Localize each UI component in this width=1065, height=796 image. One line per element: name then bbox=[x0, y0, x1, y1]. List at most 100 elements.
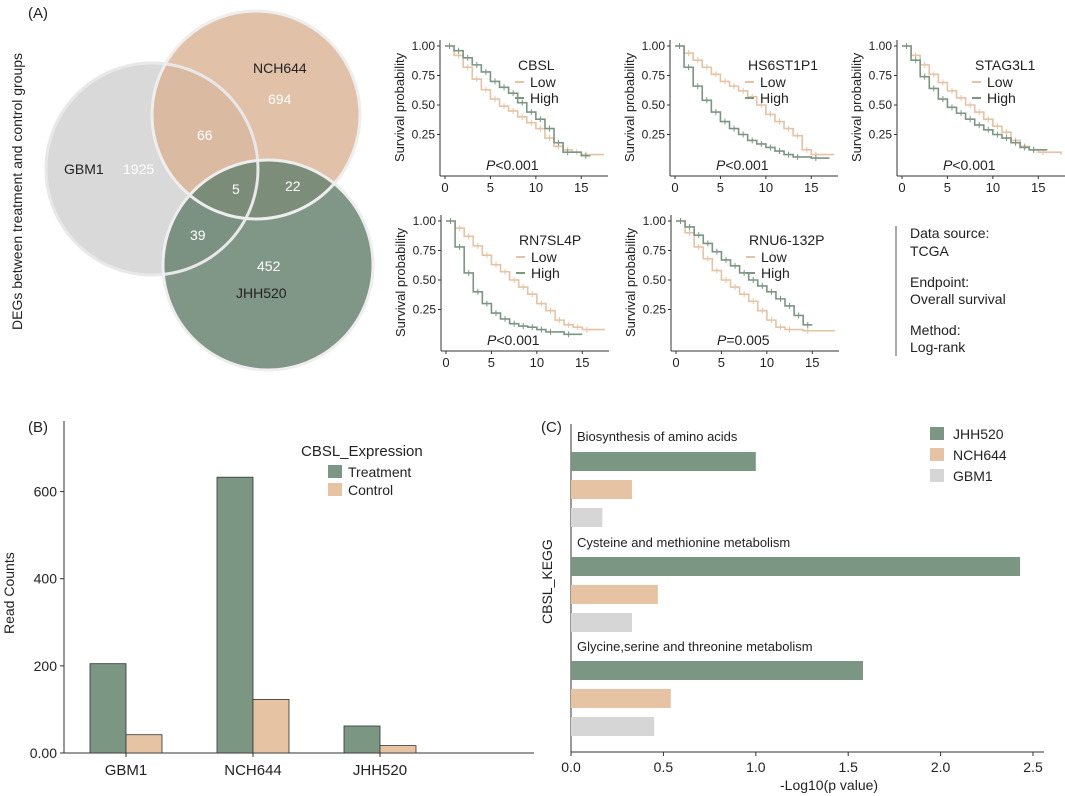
km-x-tick-label: 5 bbox=[717, 180, 724, 195]
kegg-category-label: Glycine,serine and threonine metabolism bbox=[577, 639, 813, 654]
venn-outline-gbm1 bbox=[44, 61, 260, 277]
km-ylabel: Survival probability bbox=[623, 227, 638, 337]
bar-b-category-label: JHH520 bbox=[353, 762, 407, 779]
bar-c-x-tick-label: 2.0 bbox=[931, 759, 951, 775]
km-curve-low bbox=[446, 220, 605, 331]
km-x-tick-label: 15 bbox=[805, 355, 819, 370]
km-gene-label: CBSL bbox=[518, 57, 555, 73]
venn-count-gbm1-nch644: 66 bbox=[197, 127, 213, 143]
km-x-tick-label: 10 bbox=[529, 180, 543, 195]
bar-c-x-tick-label: 0.5 bbox=[654, 759, 674, 775]
km-p-letter: P bbox=[717, 332, 727, 348]
km-x-tick-label: 0 bbox=[672, 355, 679, 370]
km-y-tick-label: 0.25 bbox=[643, 303, 667, 317]
km-y-tick-label: 1.00 bbox=[412, 39, 436, 53]
legend-swatch-control bbox=[328, 483, 342, 496]
km-legend-low-label: Low bbox=[760, 74, 787, 90]
bar-b-ylabel: Read Counts bbox=[1, 552, 17, 634]
venn-count-gbm1-jhh520: 39 bbox=[190, 227, 206, 243]
km-legend-high-label: High bbox=[530, 90, 559, 106]
km-x-tick-label: 10 bbox=[760, 355, 774, 370]
km-y-tick-label: 0.50 bbox=[869, 98, 893, 112]
km-p-letter: P bbox=[486, 157, 496, 173]
bar-b-legend-title: CBSL_Expression bbox=[301, 443, 423, 460]
km-legend-low-label: Low bbox=[531, 249, 558, 265]
venn-outline-jhh520 bbox=[161, 158, 375, 372]
bar-c-gbm1 bbox=[571, 717, 655, 736]
bar-c-gbm1 bbox=[571, 508, 603, 527]
venn-count-jhh520: 452 bbox=[257, 258, 281, 274]
bar-c-x-tick-label: 2.5 bbox=[1023, 759, 1043, 775]
km-panel: 1.00 0.75 0.50 0.25 0 5 10 15 Survival probabili… bbox=[393, 214, 609, 370]
km-y-tick-label: 0.25 bbox=[642, 128, 666, 142]
bar-b-category-label: GBM1 bbox=[105, 762, 148, 779]
km-y-tick-label: 0.50 bbox=[643, 273, 667, 287]
km-p-value: P<0.001 bbox=[486, 157, 539, 173]
venn-label-nch644: NCH644 bbox=[253, 60, 307, 76]
bar-b-category-label: NCH644 bbox=[224, 762, 282, 779]
kegg-category-label: Cysteine and methionine metabolism bbox=[577, 535, 790, 550]
venn-label-gbm1: GBM1 bbox=[64, 161, 104, 177]
km-y-tick-label: 1.00 bbox=[413, 214, 437, 228]
panel-label-b: (B) bbox=[28, 419, 48, 436]
read-counts-chart: Read Counts CBSL_Expression Treatment Co… bbox=[1, 421, 534, 779]
km-plots: 1.00 0.75 0.50 0.25 0 5 10 15 Survival probabili… bbox=[392, 39, 1065, 370]
km-p-letter: P bbox=[487, 332, 497, 348]
km-panel: 1.00 0.75 0.50 0.25 0 5 10 15 Survival probabili… bbox=[849, 39, 1065, 195]
venn-count-nch644-jhh520: 22 bbox=[285, 178, 301, 194]
km-y-tick-label: 0.50 bbox=[413, 273, 437, 287]
km-gene-label: HS6ST1P1 bbox=[748, 57, 818, 73]
km-y-tick-label: 0.25 bbox=[413, 303, 437, 317]
bar-b-treatment bbox=[89, 663, 127, 754]
info-line-6: Log-rank bbox=[910, 339, 966, 355]
km-panel: 1.00 0.75 0.50 0.25 0 5 10 15 Survival probabili… bbox=[623, 214, 839, 370]
km-p-value: P<0.001 bbox=[943, 157, 996, 173]
bar-b-y-tick-label: 400 bbox=[34, 571, 58, 587]
legend-label-treatment: Treatment bbox=[348, 464, 411, 480]
km-legend-high-label: High bbox=[987, 90, 1016, 106]
km-y-tick-label: 0.25 bbox=[869, 128, 893, 142]
bar-c-x-tick-label: 0.0 bbox=[561, 759, 581, 775]
km-x-tick-label: 10 bbox=[530, 355, 544, 370]
legend-label-jhh520: JHH520 bbox=[953, 426, 1004, 442]
bar-c-x-tick-label: 1.5 bbox=[838, 759, 858, 775]
km-panel: 1.00 0.75 0.50 0.25 0 5 10 15 Survival probabili… bbox=[392, 39, 608, 195]
km-x-tick-label: 15 bbox=[574, 180, 588, 195]
bar-b-y-tick-label: 200 bbox=[34, 658, 58, 674]
bar-c-jhh520 bbox=[571, 557, 1021, 576]
km-curve-low bbox=[902, 45, 1062, 155]
bar-b-y-tick-label: 0.00 bbox=[30, 745, 57, 761]
bar-c-jhh520 bbox=[571, 452, 756, 471]
km-p-value: P<0.001 bbox=[716, 157, 769, 173]
legend-swatch-treatment bbox=[328, 465, 342, 478]
km-y-tick-label: 1.00 bbox=[643, 214, 667, 228]
km-y-tick-label: 0.75 bbox=[412, 69, 436, 83]
km-curve-low bbox=[675, 45, 834, 156]
bar-c-nch644 bbox=[571, 689, 671, 708]
bar-c-nch644 bbox=[571, 480, 632, 499]
km-legend-high-label: High bbox=[760, 90, 789, 106]
km-p-letter: P bbox=[943, 157, 953, 173]
km-p-value: P=0.005 bbox=[717, 332, 770, 348]
legend-label-control: Control bbox=[348, 482, 393, 498]
venn-circle-jhh520 bbox=[163, 160, 373, 370]
km-x-tick-label: 0 bbox=[441, 180, 448, 195]
km-x-tick-label: 5 bbox=[487, 180, 494, 195]
km-x-tick-label: 10 bbox=[759, 180, 773, 195]
km-y-tick-label: 0.75 bbox=[869, 69, 893, 83]
info-line-1: Data source: bbox=[910, 225, 989, 241]
legend-swatch-nch644 bbox=[930, 448, 944, 461]
legend-label-nch644: NCH644 bbox=[953, 447, 1007, 463]
venn-outline-nch644 bbox=[150, 9, 362, 221]
bar-c-nch644 bbox=[571, 585, 658, 604]
km-x-tick-label: 5 bbox=[718, 355, 725, 370]
km-info: Data source: TCGA Endpoint: Overall surv… bbox=[895, 225, 1006, 356]
info-line-3: Endpoint: bbox=[910, 274, 969, 290]
km-x-tick-label: 15 bbox=[575, 355, 589, 370]
km-gene-label: STAG3L1 bbox=[975, 57, 1036, 73]
legend-swatch-gbm1 bbox=[930, 469, 944, 482]
bar-b-y-tick-label: 600 bbox=[34, 484, 58, 500]
km-y-tick-label: 0.75 bbox=[642, 69, 666, 83]
legend-label-gbm1: GBM1 bbox=[953, 468, 993, 484]
